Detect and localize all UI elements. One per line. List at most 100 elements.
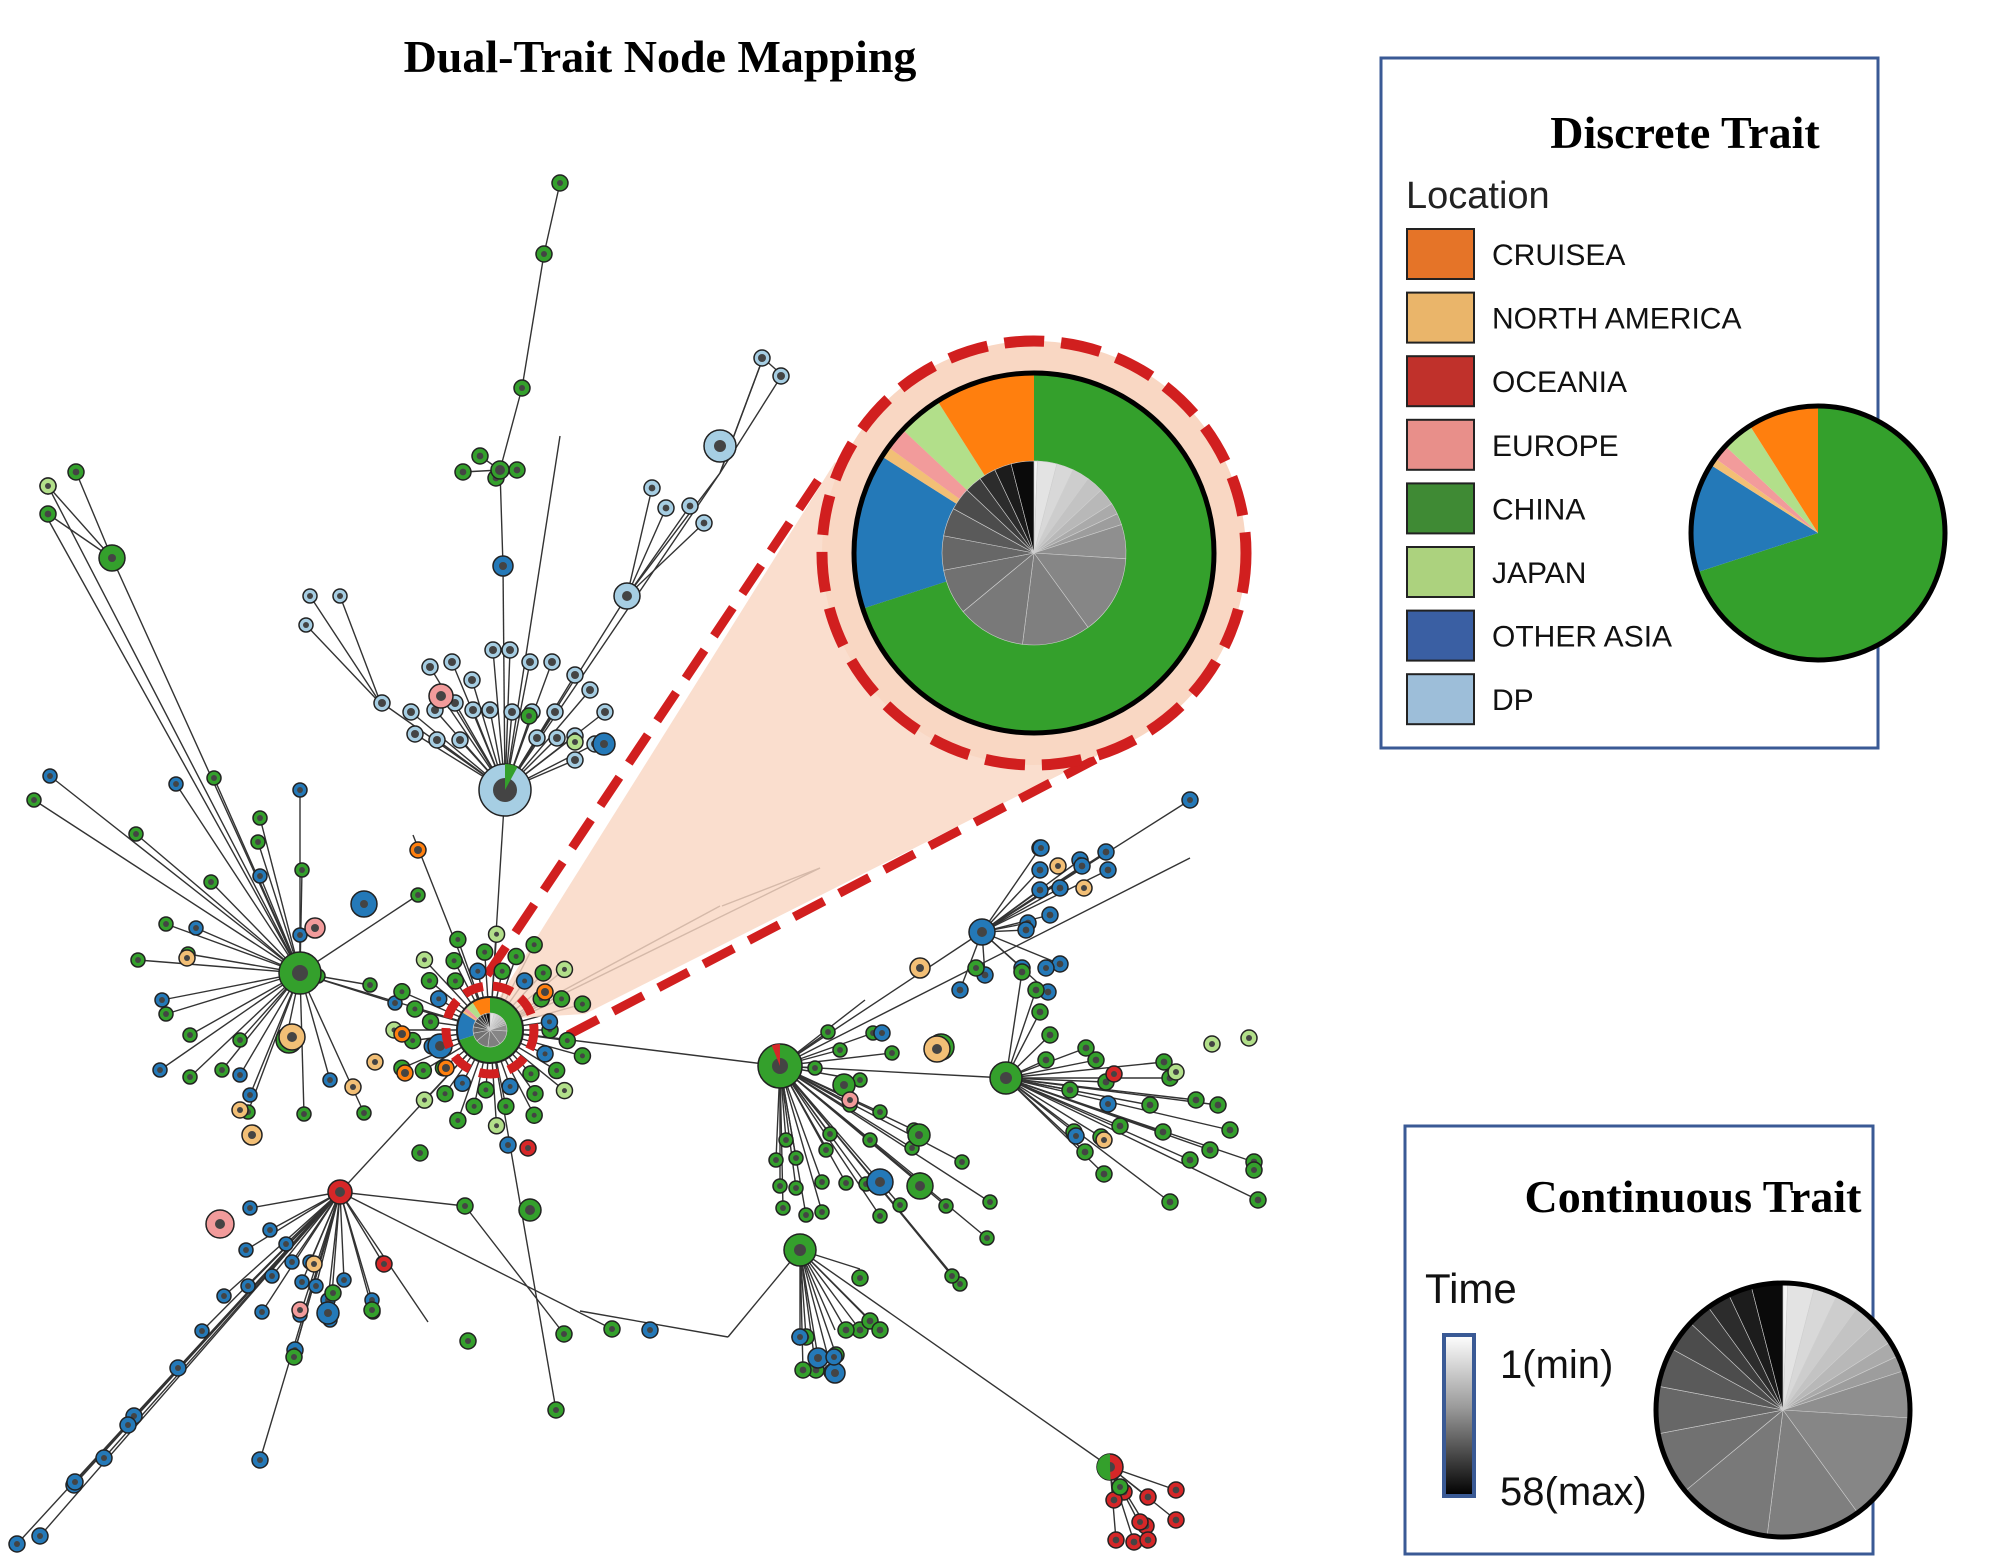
network-node: [814, 1204, 830, 1220]
network-node: [788, 1180, 804, 1196]
network-node: [555, 1081, 574, 1100]
network-node: [362, 977, 378, 993]
network-node: [66, 1473, 84, 1491]
network-node: [396, 1064, 414, 1082]
network-node: [214, 1062, 230, 1078]
network-node: [1037, 1051, 1055, 1069]
network-node: [979, 1230, 995, 1246]
discrete-trait-heading: Discrete Trait: [1550, 107, 1820, 158]
network-node: [818, 1142, 834, 1158]
network-node: [681, 497, 699, 515]
network-node: [1097, 843, 1115, 861]
network-node: [558, 1031, 577, 1050]
legend-item: CRUISEA: [1406, 228, 1625, 280]
network-node: [415, 1091, 434, 1109]
legend-swatch: [1406, 482, 1475, 535]
network-node: [791, 1328, 809, 1346]
network-node: [798, 1207, 814, 1223]
network-node: [158, 1006, 174, 1022]
network-node: [278, 951, 322, 995]
network-node: [1031, 1003, 1049, 1021]
network-node: [1203, 1035, 1221, 1053]
network-node: [206, 770, 222, 786]
network-node: [31, 1527, 49, 1545]
network-node: [251, 1451, 269, 1469]
network-node: [264, 1268, 280, 1284]
time-subheading: Time: [1425, 1265, 1517, 1312]
network-node: [1240, 1029, 1258, 1047]
network-node: [366, 1053, 384, 1071]
network-node: [907, 1123, 931, 1147]
network-node: [252, 868, 268, 884]
pie-slice: [1033, 552, 1127, 628]
network-node: [305, 1255, 323, 1273]
network-node: [375, 1255, 393, 1273]
network-node: [294, 862, 310, 878]
network-node: [316, 1301, 340, 1325]
network-node: [95, 1449, 113, 1467]
network-node: [1111, 1117, 1129, 1135]
continuous-trait-legend: Continuous Trait Time 1(min) 58(max): [1403, 1124, 1913, 1556]
network-node: [231, 1101, 249, 1119]
network-node: [1073, 857, 1091, 875]
network-node: [695, 514, 713, 532]
network-node: [446, 972, 465, 990]
network-node: [862, 1132, 878, 1148]
network-node: [254, 1304, 270, 1320]
legend-swatch: [1406, 228, 1475, 280]
location-subheading: Location: [1406, 175, 1550, 217]
network-node: [481, 701, 499, 719]
network-node: [194, 1323, 210, 1339]
network-node: [1087, 1051, 1105, 1069]
pie-slice: [1710, 458, 1818, 533]
network-node: [42, 768, 58, 784]
network-node: [906, 1172, 934, 1200]
network-node: [841, 1091, 859, 1109]
network-node: [566, 733, 584, 751]
network-node: [130, 952, 146, 968]
network-node: [296, 1106, 312, 1122]
network-node: [1245, 1161, 1263, 1179]
pie-slice: [485, 1012, 491, 1031]
network-node: [1154, 1123, 1172, 1141]
network-node: [768, 1152, 784, 1168]
legend-label: CRUISEA: [1492, 239, 1625, 272]
network-node: [536, 983, 554, 1001]
network-node: [872, 1208, 888, 1224]
network-node: [536, 1045, 554, 1063]
network-node: [1017, 921, 1035, 939]
network-node: [1051, 879, 1069, 897]
network-node: [592, 732, 616, 756]
network-node: [603, 1320, 621, 1338]
network-node: [884, 1045, 900, 1061]
network-node: [866, 1168, 894, 1196]
legend-swatch: [1406, 673, 1475, 726]
network-node: [469, 962, 487, 981]
network-node: [477, 1081, 495, 1099]
legend-label: DP: [1492, 684, 1534, 717]
network-node: [581, 681, 599, 699]
legend-item: DP: [1406, 673, 1534, 726]
network-node: [1032, 839, 1050, 857]
network-node: [982, 1194, 998, 1210]
network-node: [543, 653, 561, 671]
network-node: [241, 1124, 263, 1146]
network-node: [513, 379, 531, 397]
network-node: [820, 1024, 836, 1040]
legend-swatch: [1406, 355, 1475, 408]
network-node: [519, 1139, 537, 1157]
network-node: [499, 1136, 517, 1154]
network-node: [232, 1032, 248, 1048]
pie-slice: [962, 552, 1035, 645]
network-node: [954, 1154, 970, 1170]
legend-item: NORTH AMERICA: [1406, 291, 1741, 344]
network-node: [566, 666, 584, 684]
network-node: [410, 887, 426, 903]
network-node: [1041, 1026, 1059, 1044]
network-node: [555, 960, 574, 979]
network-node: [525, 1106, 543, 1124]
network-node: [428, 683, 454, 709]
network-node: [783, 1233, 817, 1267]
network-node: [484, 641, 502, 659]
network-node: [487, 925, 506, 943]
